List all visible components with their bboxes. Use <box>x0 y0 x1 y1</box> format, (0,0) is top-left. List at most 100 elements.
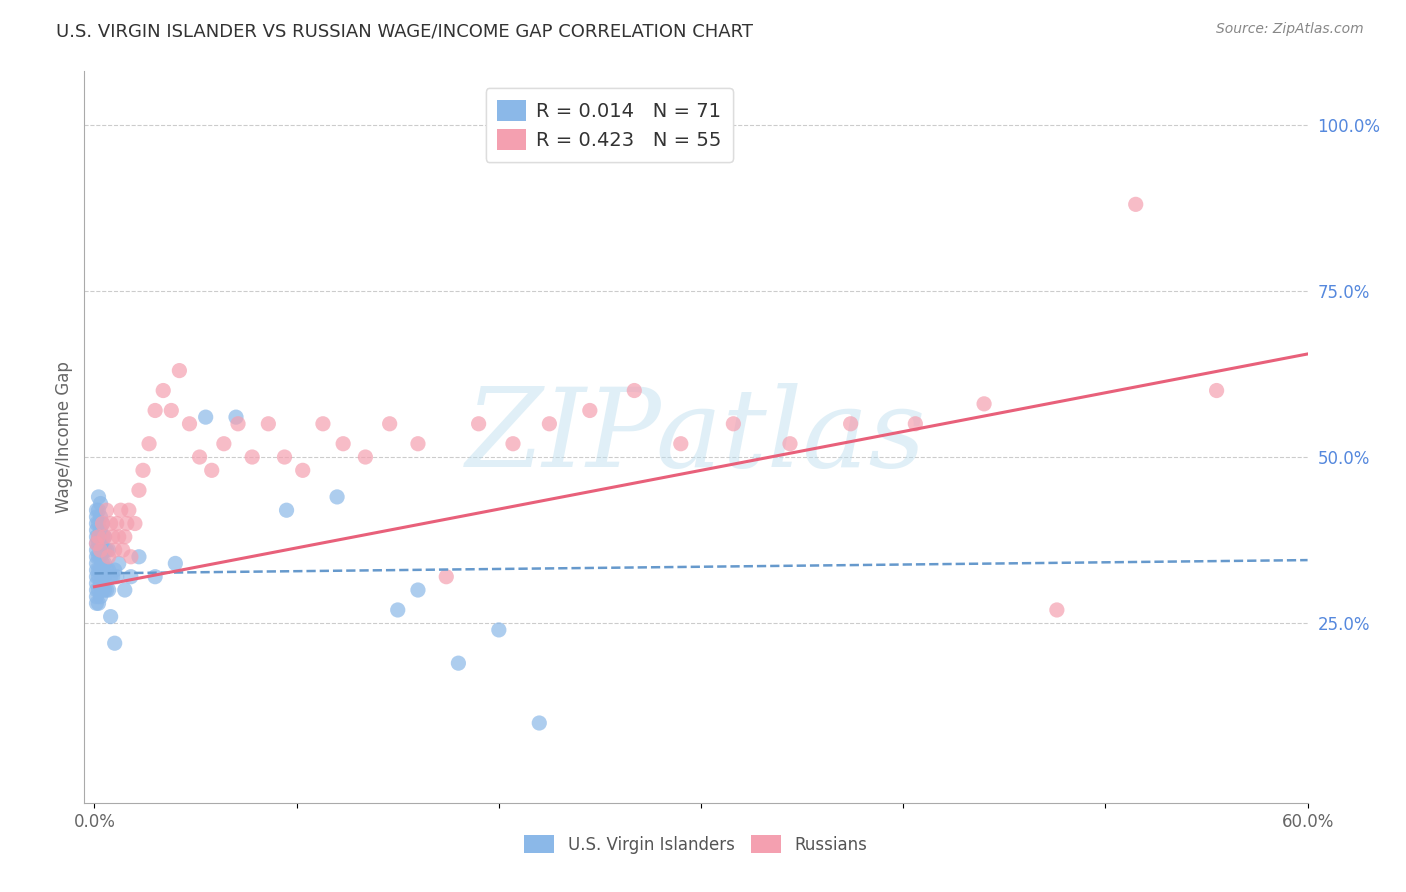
Point <box>723 417 745 431</box>
Point <box>90 563 112 577</box>
Point <box>110 503 132 517</box>
Point <box>87 490 110 504</box>
Point <box>87 530 110 544</box>
Point <box>90 576 112 591</box>
Point <box>332 436 354 450</box>
Point <box>104 563 127 577</box>
Point <box>579 403 602 417</box>
Point <box>179 417 201 431</box>
Point <box>86 582 108 597</box>
Point <box>86 596 108 610</box>
Point <box>240 450 263 464</box>
Point <box>97 543 120 558</box>
Point <box>90 549 112 564</box>
Point <box>124 516 146 531</box>
Point <box>104 543 127 558</box>
Point <box>529 716 551 731</box>
Point <box>96 582 118 597</box>
Point <box>623 384 645 398</box>
Point <box>160 403 183 417</box>
Point <box>276 503 298 517</box>
Point <box>120 570 142 584</box>
Point <box>96 563 118 577</box>
Point <box>86 563 108 577</box>
Point <box>118 503 141 517</box>
Point <box>87 596 110 610</box>
Point <box>87 503 110 517</box>
Point <box>201 463 224 477</box>
Point <box>97 563 120 577</box>
Point <box>93 557 115 571</box>
Point <box>188 450 211 464</box>
Point <box>107 530 129 544</box>
Text: ZIPatlas: ZIPatlas <box>465 384 927 491</box>
Point <box>86 536 108 550</box>
Point <box>779 436 801 450</box>
Point <box>90 509 112 524</box>
Point <box>406 582 429 597</box>
Point <box>105 570 128 584</box>
Point <box>107 557 129 571</box>
Point <box>1125 197 1147 211</box>
Point <box>104 636 127 650</box>
Point <box>100 609 122 624</box>
Point <box>378 417 401 431</box>
Point <box>406 436 429 450</box>
Point <box>114 582 136 597</box>
Point <box>111 543 134 558</box>
Point <box>86 530 108 544</box>
Point <box>194 410 217 425</box>
Point <box>97 582 120 597</box>
Point <box>165 557 187 571</box>
Point <box>87 516 110 531</box>
Point <box>91 516 114 531</box>
Point <box>904 417 927 431</box>
Point <box>488 623 510 637</box>
Point <box>96 543 118 558</box>
Y-axis label: Wage/Income Gap: Wage/Income Gap <box>55 361 73 513</box>
Point <box>90 497 112 511</box>
Point <box>105 516 128 531</box>
Point <box>467 417 489 431</box>
Point <box>91 557 114 571</box>
Point <box>90 590 112 604</box>
Point <box>86 576 108 591</box>
Point <box>169 363 191 377</box>
Point <box>86 503 108 517</box>
Point <box>87 563 110 577</box>
Point <box>291 463 314 477</box>
Point <box>86 543 108 558</box>
Point <box>93 543 115 558</box>
Point <box>128 483 150 498</box>
Point <box>1205 384 1227 398</box>
Point <box>91 543 114 558</box>
Point <box>86 570 108 584</box>
Point <box>447 656 470 670</box>
Point <box>93 570 115 584</box>
Point <box>669 436 692 450</box>
Point <box>973 397 995 411</box>
Point <box>87 582 110 597</box>
Point <box>538 417 561 431</box>
Point <box>91 530 114 544</box>
Point <box>143 570 166 584</box>
Point <box>120 549 142 564</box>
Point <box>87 549 110 564</box>
Point <box>101 570 124 584</box>
Point <box>87 536 110 550</box>
Point <box>839 417 862 431</box>
Point <box>96 503 118 517</box>
Point <box>93 582 115 597</box>
Point <box>86 557 108 571</box>
Point <box>87 530 110 544</box>
Point <box>257 417 280 431</box>
Point <box>91 570 114 584</box>
Point <box>212 436 235 450</box>
Point <box>152 384 174 398</box>
Point <box>90 543 112 558</box>
Point <box>87 570 110 584</box>
Point <box>90 536 112 550</box>
Point <box>101 530 124 544</box>
Point <box>97 549 120 564</box>
Point <box>86 590 108 604</box>
